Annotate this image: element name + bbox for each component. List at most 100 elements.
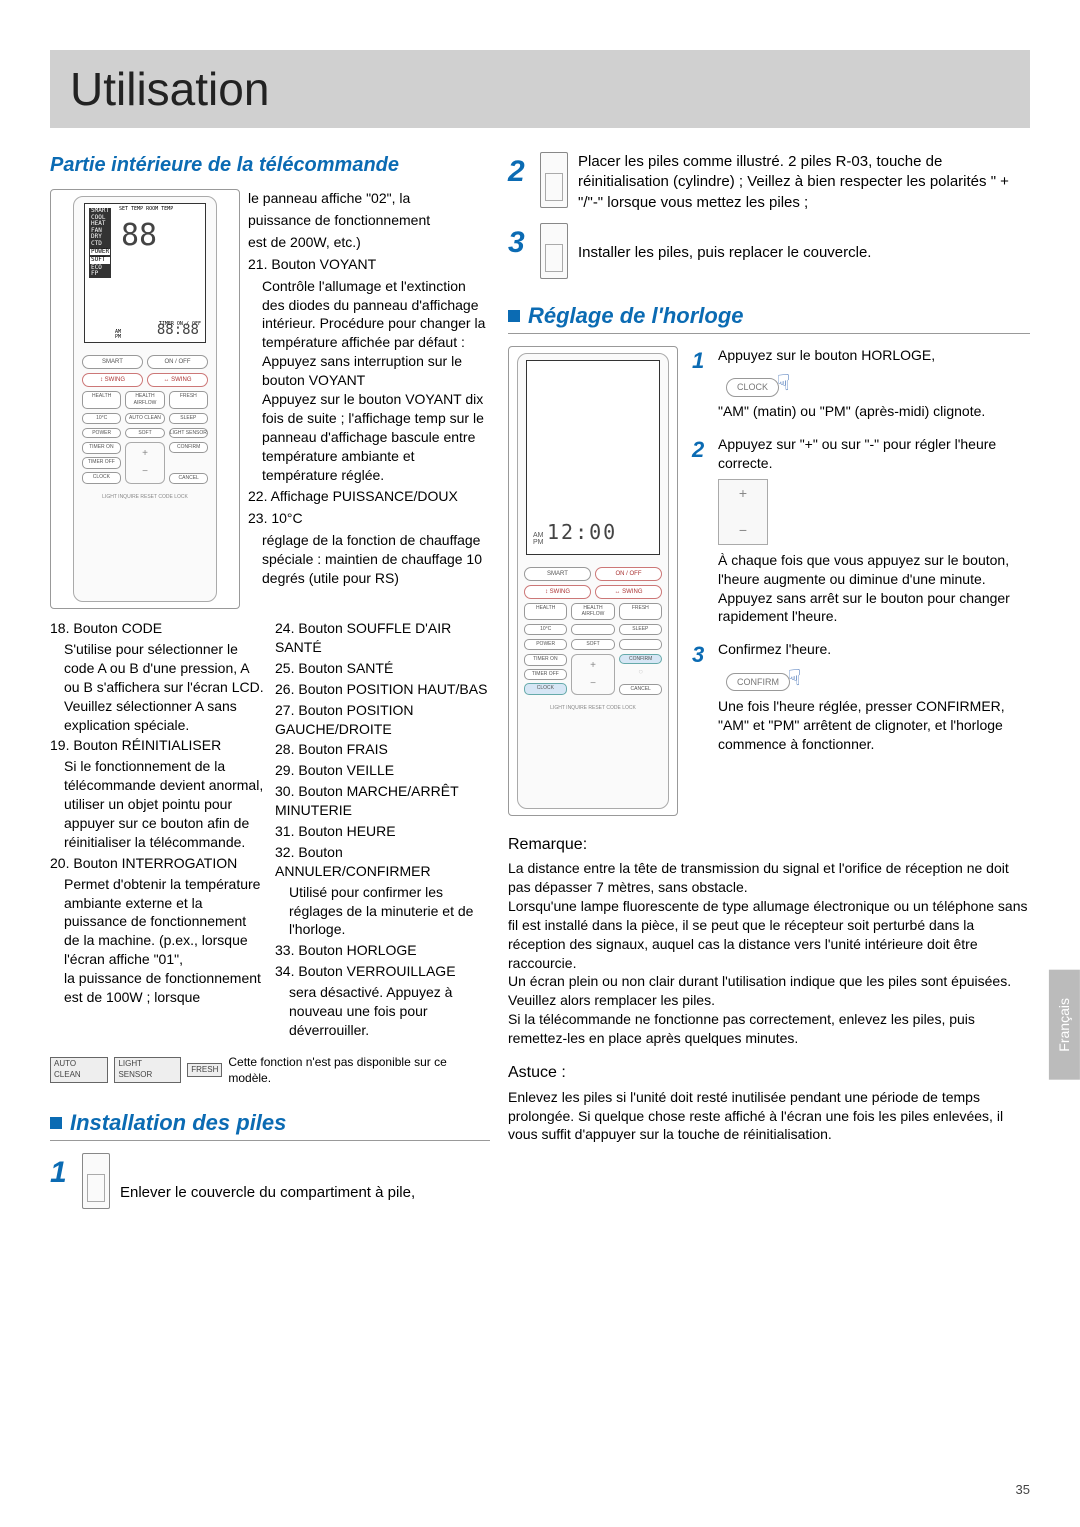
title-bar: Utilisation xyxy=(50,50,1030,128)
cb-health-airflow: HEALTH AIRFLOW xyxy=(571,603,614,621)
sec1-running-text: le panneau affiche "02", la puissance de… xyxy=(248,189,490,609)
clock-step-text: Appuyez sur "+" ou sur "-" pour régler l… xyxy=(718,435,1030,473)
clock-am: AM xyxy=(533,532,544,539)
step-number: 1 xyxy=(50,1153,72,1194)
def-item: 20. Bouton INTERROGATION xyxy=(50,854,265,873)
battery-cover-icon xyxy=(82,1153,110,1209)
clock-btn-icon: CLOCK xyxy=(726,378,779,396)
rb-swing-h: ↔ SWING xyxy=(147,373,208,387)
def-item: 29. Bouton VEILLE xyxy=(275,761,490,780)
rb-plus: + xyxy=(126,447,165,461)
cb-plus: + xyxy=(572,659,615,673)
lcd-label: CTD xyxy=(89,241,111,248)
clock-time: 12:00 xyxy=(547,519,617,546)
close-cover-icon xyxy=(540,223,568,279)
rb-soft: SOFT xyxy=(125,428,164,439)
square-icon xyxy=(50,1117,62,1129)
step-number: 2 xyxy=(508,152,530,193)
def-item: 22. Affichage PUISSANCE/DOUX xyxy=(248,487,490,506)
lcd-label: POWER xyxy=(89,248,111,257)
sec1-heading: Partie intérieure de la télécommande xyxy=(50,152,490,179)
def-item: 26. Bouton POSITION HAUT/BAS xyxy=(275,680,490,699)
step-number: 1 xyxy=(692,346,708,376)
sec2-heading: Installation des piles xyxy=(50,1108,490,1141)
def-item: 31. Bouton HEURE xyxy=(275,822,490,841)
intro-line: puissance de fonctionnement xyxy=(248,211,490,230)
remark-text: La distance entre la tête de transmissio… xyxy=(508,859,1030,1048)
clock-step-after: À chaque fois que vous appuyez sur le bo… xyxy=(718,551,1030,627)
cb-smart: SMART xyxy=(524,567,591,581)
sec3-heading-text: Réglage de l'horloge xyxy=(528,301,744,331)
rb-onoff: ON / OFF xyxy=(147,355,208,369)
def-item: 27. Bouton POSITION GAUCHE/DROITE xyxy=(275,701,490,739)
cb-sleep: SLEEP xyxy=(619,624,662,635)
hand-icon: ☟ xyxy=(777,370,790,395)
cb-bottom-labels: LIGHT INQUIRE RESET CODE LOCK xyxy=(524,705,662,712)
rb-sleep: SLEEP xyxy=(169,413,208,424)
lcd-digits: 88:88 xyxy=(157,321,199,340)
rb-confirm: CONFIRM xyxy=(169,442,208,453)
def-body: sera désactivé. Appuyez à nouveau une fo… xyxy=(275,983,490,1040)
cb-clock: CLOCK xyxy=(524,683,567,695)
cb-timeroff: TIMER OFF xyxy=(524,669,567,681)
install-step-3: 3 Installer les piles, puis replacer le … xyxy=(508,223,1030,279)
install-step-1: 1 Enlever le couvercle du compartiment à… xyxy=(50,1153,490,1209)
step-text: Enlever le couvercle du compartiment à p… xyxy=(120,1153,490,1203)
rb-clock: CLOCK xyxy=(82,472,121,484)
rb-smart: SMART xyxy=(82,355,143,369)
clock-pm: PM xyxy=(533,539,544,546)
clock-step-after: "AM" (matin) ou "PM" (après-midi) cligno… xyxy=(718,402,1030,421)
cb-health: HEALTH xyxy=(524,603,567,621)
cb-swing-h: ↔ SWING xyxy=(595,585,662,599)
def-body: S'utilise pour sélectionner le code A ou… xyxy=(50,640,265,734)
cb-confirm: CONFIRM xyxy=(619,654,662,665)
step-text: Placer les piles comme illustré. 2 piles… xyxy=(578,152,1030,213)
def-item: 25. Bouton SANTÉ xyxy=(275,659,490,678)
cb-minus: − xyxy=(572,677,615,691)
lcd-label: ROOM TEMP xyxy=(146,206,173,212)
plus-minus-icon xyxy=(718,479,768,545)
lcd-label: FP xyxy=(89,271,111,278)
def-item: 21. Bouton VOYANT xyxy=(248,255,490,274)
clock-step-text: Confirmez l'heure. xyxy=(718,640,1030,659)
step-number: 3 xyxy=(692,640,708,670)
remote-buttons: SMARTON / OFF ↕ SWING↔ SWING HEALTHHEALT… xyxy=(74,349,216,506)
clock-lcd: AM PM 12:00 xyxy=(526,360,660,555)
def-body: Si le fonctionnement de la télécommande … xyxy=(50,757,265,851)
install-step-2: 2 Placer les piles comme illustré. 2 pil… xyxy=(508,152,1030,213)
sec2-heading-text: Installation des piles xyxy=(70,1108,286,1138)
rb-10c: 10°C xyxy=(82,413,121,424)
rb-bottom-labels: LIGHT INQUIRE RESET CODE LOCK xyxy=(82,494,208,501)
def-item: 33. Bouton HORLOGE xyxy=(275,941,490,960)
intro-line: le panneau affiche "02", la xyxy=(248,189,490,208)
clock-step-after: Une fois l'heure réglée, presser CONFIRM… xyxy=(718,697,1030,754)
def-item: 34. Bouton VERROUILLAGE xyxy=(275,962,490,981)
cb-blank xyxy=(571,624,614,635)
rb-timeron: TIMER ON xyxy=(82,442,121,454)
def-body: Permet d'obtenir la température ambiante… xyxy=(50,875,265,1007)
rb-lightsensor: LIGHT SENSOR xyxy=(169,428,208,439)
cb-timeron: TIMER ON xyxy=(524,654,567,666)
def-item: 19. Bouton RÉINITIALISER xyxy=(50,736,265,755)
intro-line: est de 200W, etc.) xyxy=(248,233,490,252)
lcd-label: SET TEMP xyxy=(119,206,143,212)
language-tab: Français xyxy=(1049,970,1080,1080)
badge: AUTO CLEAN xyxy=(50,1057,108,1083)
def-item: 32. Bouton ANNULER/CONFIRMER xyxy=(275,843,490,881)
rb-timeroff: TIMER OFF xyxy=(82,457,121,469)
clock-buttons: SMARTON / OFF ↕ SWING↔ SWING HEALTHHEALT… xyxy=(518,561,668,718)
lcd-pm: PM xyxy=(115,335,121,340)
badge: FRESH xyxy=(187,1063,222,1078)
def-body: Utilisé pour confirmer les réglages de l… xyxy=(275,883,490,940)
rb-cancel: CANCEL xyxy=(169,473,208,484)
page-title: Utilisation xyxy=(70,58,1010,120)
tip-heading: Astuce : xyxy=(508,1062,1030,1084)
rb-fresh: FRESH xyxy=(169,391,208,409)
hand-icon: ☟ xyxy=(788,665,801,690)
cb-cancel: CANCEL xyxy=(619,684,662,695)
def-body: réglage de la fonction de chauffage spéc… xyxy=(248,531,490,588)
square-icon xyxy=(508,310,520,322)
cb-10c: 10°C xyxy=(524,624,567,635)
rb-health: HEALTH xyxy=(82,391,121,409)
remark-heading: Remarque: xyxy=(508,834,1030,856)
